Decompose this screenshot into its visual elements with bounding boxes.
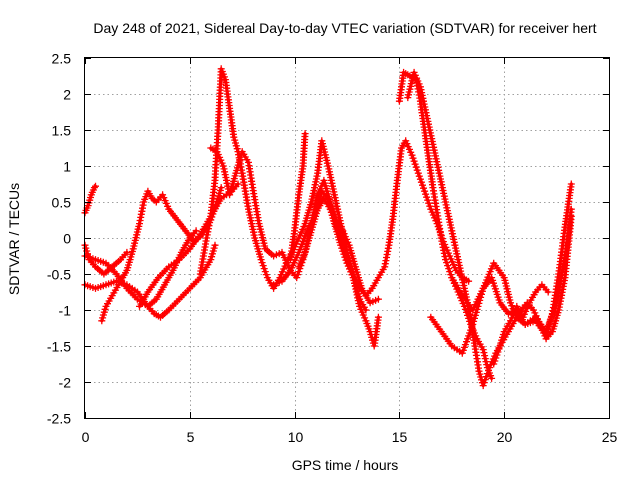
data-series	[404, 68, 575, 390]
series-markers	[448, 180, 575, 339]
y-tick-label: 1	[63, 159, 71, 175]
data-series	[490, 281, 552, 368]
axis-ticks	[85, 58, 610, 419]
series-markers	[286, 130, 309, 264]
series-markers	[270, 194, 382, 350]
y-tick-label: 2.5	[52, 51, 72, 67]
y-tick-label: 1.5	[52, 123, 72, 139]
series-markers	[295, 176, 382, 307]
axis-tick-labels: 0 5 10 15 20 25 -2.5 -2 -1.5 -1 -0.5 0 0.5 1 1.5 2 2.5	[47, 51, 618, 446]
y-tick-label: 0	[63, 231, 71, 247]
y-tick-label: -1.5	[47, 339, 71, 355]
y-tick-label: 2	[63, 87, 71, 103]
series-markers	[81, 241, 131, 278]
data-series	[196, 65, 473, 300]
x-tick-label: 20	[497, 429, 513, 445]
y-tick-label: -2	[59, 375, 72, 391]
chart-title: Day 248 of 2021, Sidereal Day-to-day VTE…	[93, 20, 596, 36]
x-tick-label: 15	[392, 429, 408, 445]
series-layer	[81, 65, 575, 390]
data-series	[295, 176, 382, 307]
x-tick-label: 10	[288, 429, 304, 445]
y-tick-label: -1	[59, 303, 72, 319]
x-tick-label: 0	[82, 429, 90, 445]
y-tick-label: 0.5	[52, 195, 72, 211]
x-axis-label: GPS time / hours	[292, 457, 399, 473]
y-tick-label: -0.5	[47, 267, 71, 283]
series-markers	[98, 184, 225, 325]
y-tick-label: -2.5	[47, 411, 71, 427]
series-markers	[404, 68, 575, 390]
data-series	[81, 241, 131, 278]
series-markers	[196, 65, 473, 300]
plot-frame	[84, 57, 610, 419]
x-tick-label: 25	[602, 429, 618, 445]
series-markers	[395, 68, 496, 382]
data-series	[98, 184, 225, 325]
data-series	[286, 130, 309, 264]
series-markers	[490, 281, 552, 368]
y-axis-label: SDTVAR / TECUs	[6, 183, 22, 295]
data-series	[270, 194, 382, 350]
x-tick-label: 5	[187, 429, 195, 445]
